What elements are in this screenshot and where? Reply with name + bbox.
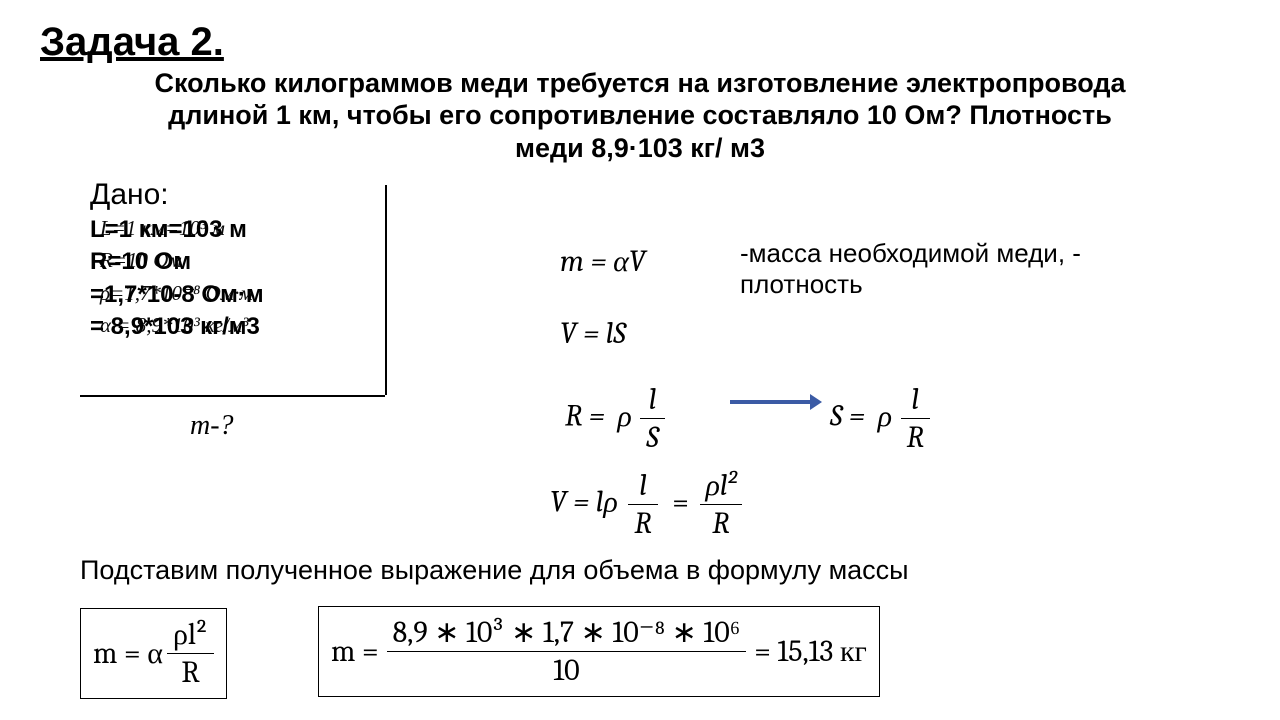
box2-frac: 8,9 ∗ 10³ ∗ 1,7 ∗ 10⁻⁸ ∗ 10⁶ 10 [387,615,747,688]
s-frac: l R [901,382,930,455]
box1-num: ρl² [167,617,214,653]
horizontal-divider [80,395,385,397]
box2-den: 10 [387,651,747,688]
s-lhs: S = [830,399,865,434]
v2-num1: l [628,468,657,504]
r-den: S [640,418,664,455]
v2-lhs: V = lρ [550,485,618,520]
substitution-text: Подставим полученное выражение для объем… [80,555,909,586]
mass-note-line1: -масса необходимой меди, - [740,238,1081,268]
given-resistivity-main: =1,7*10-8 Ом·м [90,281,264,308]
problem-statement: Сколько килограммов меди требуется на из… [40,67,1240,164]
v2-num2: ρl² [700,468,743,504]
given-density-main: = 8,9*103 кг/м3 [90,313,260,340]
boxed-formula-numeric: m = 8,9 ∗ 10³ ∗ 1,7 ∗ 10⁻⁸ ∗ 10⁶ 10 = 15… [318,606,880,697]
question-line-2: длиной 1 км, чтобы его сопротивление сос… [168,100,1112,130]
v2-eq: = [672,485,689,520]
box1-lhs: m = α [93,636,163,671]
formula-resistance: R = ρ l S [565,382,665,455]
v2-frac1: l R [628,468,657,541]
formula-mass: m = αV [560,244,645,279]
given-resistivity: ρ=1,7*10⁻⁸ Ом·м =1,7*10-8 Ом·м [90,279,370,311]
r-frac: l S [640,382,664,455]
mass-note-line2: плотность [740,269,863,299]
given-resistance: R=10 Ом R=10 Ом [90,246,370,278]
r-rho: ρ [617,399,631,434]
question-line-3: меди 8,9·103 кг/ м3 [515,133,765,163]
v2-den1: R [628,504,657,541]
mass-note: -масса необходимой меди, - плотность [740,238,1200,300]
v2-den2: R [700,504,743,541]
find-label: m-? [190,410,234,442]
v2-frac2: ρl² R [700,468,743,541]
question-line-1: Сколько килограммов меди требуется на из… [154,68,1125,98]
arrow-head-icon [810,394,822,410]
formula-volume: V = lS [560,316,626,351]
box1-den: R [167,653,214,690]
derive-arrow [730,400,810,404]
vertical-divider [385,185,387,395]
given-density: α = 8,9*10³ кг/м³ = 8,9*103 кг/м3 [90,311,370,343]
s-den: R [901,418,930,455]
given-resistance-main: R=10 Ом [90,248,191,275]
r-lhs: R = [565,399,605,434]
boxed-formula-mass: m = α ρl² R [80,608,227,699]
formula-volume-expanded: V = lρ l R = ρl² R [550,468,742,541]
formula-volume-text: V = lS [560,316,626,351]
box2-lhs: m = [331,634,379,669]
arrow-line [730,400,810,404]
given-label: Дано: [90,178,169,212]
formula-area: S = ρ l R [830,382,930,455]
box1-frac: ρl² R [167,617,214,690]
box2-num: 8,9 ∗ 10³ ∗ 1,7 ∗ 10⁻⁸ ∗ 10⁶ [387,615,747,651]
problem-title: Задача 2. [40,20,1240,65]
box2-rhs: = 15,13 кг [754,634,867,669]
slide-root: Задача 2. Сколько килограммов меди требу… [0,0,1280,720]
formula-mass-text: m = αV [560,244,645,279]
s-rho: ρ [878,399,892,434]
s-num: l [901,382,930,418]
given-length-main: L=1 км=103 м [90,216,247,243]
r-num: l [640,382,664,418]
given-block: L=1 км=10³ м L=1 км=103 м R=10 Ом R=10 О… [90,214,370,344]
given-length: L=1 км=10³ м L=1 км=103 м [90,214,370,246]
